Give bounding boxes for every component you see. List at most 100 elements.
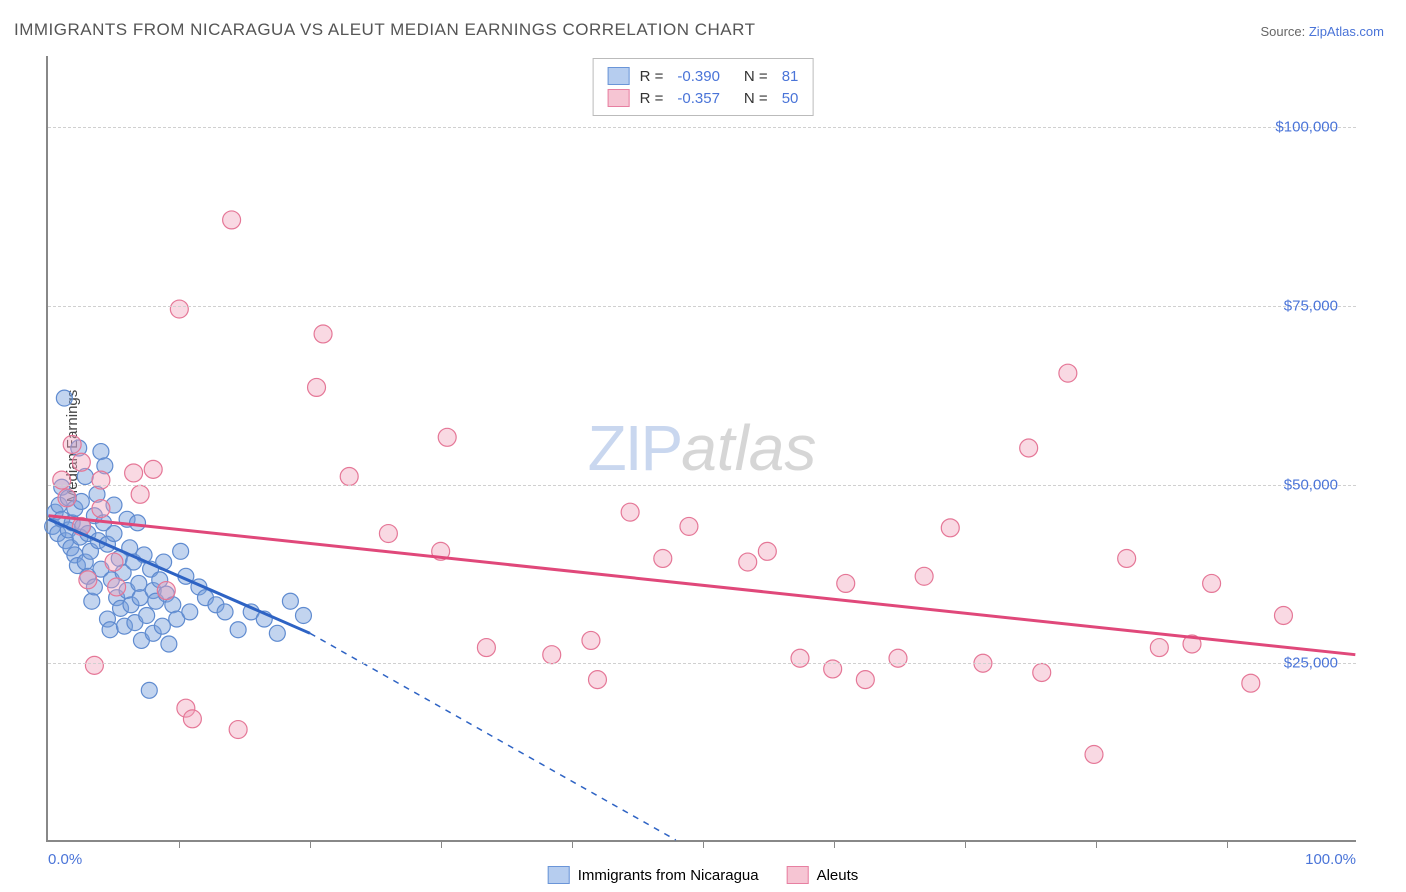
legend-stat-row: R =-0.390N =81 (608, 65, 799, 87)
legend-r-label: R = (640, 68, 664, 85)
x-axis-max-label: 100.0% (1305, 851, 1356, 868)
data-point (125, 464, 143, 482)
data-point (130, 515, 146, 531)
x-tick (179, 840, 180, 848)
x-tick (310, 840, 311, 848)
data-point (791, 649, 809, 667)
x-tick (1096, 840, 1097, 848)
gridline (48, 306, 1356, 307)
legend-r-value: -0.357 (677, 90, 720, 107)
legend-series: Immigrants from Nicaragua Aleuts (548, 866, 859, 884)
legend-label: Immigrants from Nicaragua (578, 867, 759, 884)
data-point (856, 671, 874, 689)
data-point (154, 618, 170, 634)
x-tick (1227, 840, 1228, 848)
data-point (1059, 364, 1077, 382)
data-point (438, 428, 456, 446)
x-tick (703, 840, 704, 848)
data-point (477, 639, 495, 657)
chart-svg (48, 56, 1356, 840)
data-point (269, 625, 285, 641)
data-point (56, 390, 72, 406)
source-prefix: Source: (1260, 24, 1308, 39)
data-point (141, 682, 157, 698)
legend-swatch (787, 866, 809, 884)
gridline (48, 127, 1356, 128)
data-point (340, 468, 358, 486)
data-point (105, 553, 123, 571)
legend-item: Immigrants from Nicaragua (548, 866, 759, 884)
data-point (84, 593, 100, 609)
data-point (93, 444, 109, 460)
data-point (85, 656, 103, 674)
data-point (1020, 439, 1038, 457)
y-tick-label: $100,000 (1275, 119, 1338, 136)
data-point (229, 721, 247, 739)
data-point (139, 608, 155, 624)
data-point (582, 631, 600, 649)
data-point (379, 525, 397, 543)
source-attribution: Source: ZipAtlas.com (1260, 24, 1384, 39)
data-point (170, 300, 188, 318)
gridline (48, 485, 1356, 486)
data-point (63, 435, 81, 453)
data-point (1118, 549, 1136, 567)
x-tick (572, 840, 573, 848)
y-tick-label: $50,000 (1284, 476, 1338, 493)
x-tick (441, 840, 442, 848)
data-point (108, 578, 126, 596)
x-tick (834, 840, 835, 848)
chart-title: IMMIGRANTS FROM NICARAGUA VS ALEUT MEDIA… (14, 20, 755, 40)
data-point (53, 471, 71, 489)
legend-label: Aleuts (817, 867, 859, 884)
data-point (1085, 745, 1103, 763)
data-point (183, 710, 201, 728)
data-point (1242, 674, 1260, 692)
gridline (48, 663, 1356, 664)
y-tick-label: $25,000 (1284, 655, 1338, 672)
legend-n-value: 50 (782, 90, 799, 107)
legend-swatch (608, 89, 630, 107)
data-point (92, 471, 110, 489)
data-point (92, 500, 110, 518)
data-point (157, 582, 175, 600)
data-point (1033, 664, 1051, 682)
data-point (1150, 639, 1168, 657)
data-point (739, 553, 757, 571)
data-point (131, 485, 149, 503)
data-point (654, 549, 672, 567)
legend-item: Aleuts (787, 866, 859, 884)
legend-swatch (608, 67, 630, 85)
data-point (58, 489, 76, 507)
data-point (106, 526, 122, 542)
legend-swatch (548, 866, 570, 884)
data-point (131, 575, 147, 591)
legend-n-label: N = (744, 90, 768, 107)
data-point (758, 542, 776, 560)
data-point (282, 593, 298, 609)
legend-n-label: N = (744, 68, 768, 85)
legend-n-value: 81 (782, 68, 799, 85)
data-point (915, 567, 933, 585)
data-point (1203, 574, 1221, 592)
legend-stat-row: R = -0.357 N = 50 (608, 87, 799, 109)
data-point (543, 646, 561, 664)
data-point (223, 211, 241, 229)
x-tick (965, 840, 966, 848)
data-point (102, 622, 118, 638)
data-point (182, 604, 198, 620)
data-point (79, 571, 97, 589)
legend-r-label: R = (640, 90, 664, 107)
data-point (314, 325, 332, 343)
data-point (217, 604, 233, 620)
y-tick-label: $75,000 (1284, 298, 1338, 315)
data-point (680, 517, 698, 535)
data-point (588, 671, 606, 689)
data-point (889, 649, 907, 667)
data-point (161, 636, 177, 652)
data-point (230, 622, 246, 638)
plot-area: ZIPatlas 0.0% 100.0% $25,000$50,000$75,0… (46, 56, 1356, 842)
x-axis-min-label: 0.0% (48, 851, 82, 868)
source-link[interactable]: ZipAtlas.com (1309, 24, 1384, 39)
data-point (144, 460, 162, 478)
